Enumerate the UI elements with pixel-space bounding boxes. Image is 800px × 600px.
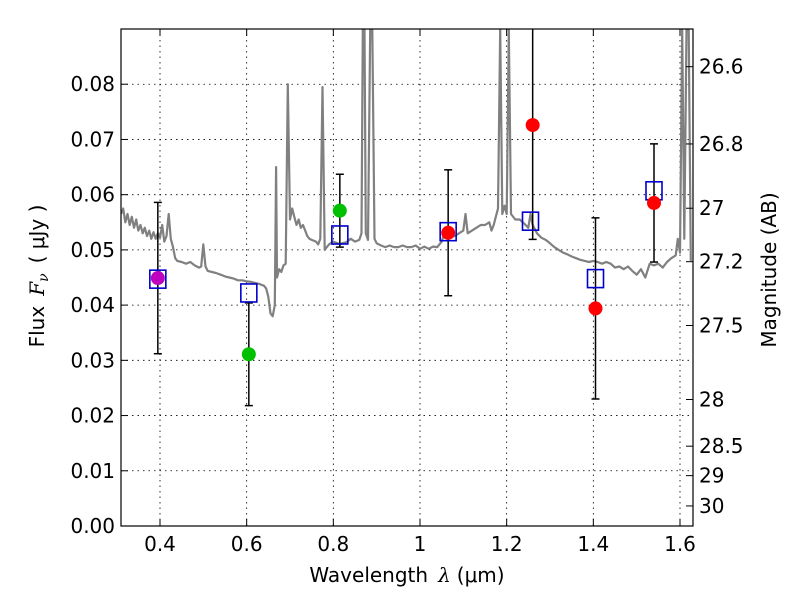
y2-tick-label: 26.8 (699, 132, 744, 156)
plot-frame (120, 28, 694, 527)
observed-point (441, 225, 456, 240)
x-axis-label-unit: (μm) (457, 563, 505, 587)
y-tick-label: 0.06 (70, 183, 115, 207)
model-square (149, 269, 167, 289)
x-axis-label-symbol: λ (437, 563, 451, 587)
x-tick-label: 1 (414, 532, 427, 556)
y-tick-label: 0.01 (70, 459, 115, 483)
observed-point (241, 347, 256, 362)
y2-tick-label: 29 (699, 464, 724, 488)
y2-tick-label: 26.6 (699, 55, 744, 79)
model-square (331, 225, 349, 245)
ticks-layer: 0.4 0.6 0.8 1 1.2 1.4 1.6 0.00 0.01 0.02 0.03 0.04 0… (70, 29, 744, 556)
x-tick-label: 0.4 (144, 532, 176, 556)
x-axis-label: Wavelength λ (μm) (309, 563, 504, 587)
y-tick-label: 0.04 (70, 293, 115, 317)
y2-tick-label: 30 (699, 494, 724, 518)
data-points-layer (149, 29, 663, 407)
model-square (586, 268, 605, 289)
y-tick-label: 0.08 (70, 72, 115, 96)
model-square (240, 283, 258, 303)
y-tick-label: 0.07 (70, 127, 115, 151)
y2-axis-label: Magnitude (AB) (757, 192, 781, 347)
observed-point (588, 301, 603, 316)
x-tick-label: 1.6 (664, 532, 696, 556)
model-square (521, 211, 540, 231)
x-tick-label: 1.4 (577, 532, 609, 556)
observed-point (150, 271, 165, 286)
plot-background (121, 29, 693, 526)
y2-tick-label: 27.2 (699, 250, 744, 274)
y2-tick-label: 27.5 (699, 314, 744, 338)
x-tick-label: 0.8 (317, 532, 349, 556)
observed-point (525, 118, 540, 133)
y2-tick-label: 27 (699, 196, 724, 220)
y-tick-label: 0.05 (70, 238, 115, 262)
observed-point (647, 195, 661, 210)
y-axis-label-prefix: Flux (25, 306, 49, 348)
y-axis-label-subscript: ν (36, 273, 52, 282)
model-square (439, 221, 457, 242)
y-axis-label-unit: ( μJy ) (25, 205, 49, 264)
x-tick-label: 1.2 (491, 532, 523, 556)
template-spectrum-layer (121, 29, 692, 318)
x-axis-label-prefix: Wavelength (309, 563, 428, 587)
y-tick-label: 0.00 (70, 514, 115, 538)
y-axis-label-symbol: F (25, 281, 49, 297)
y2-tick-label: 28 (699, 387, 724, 411)
y-tick-label: 0.03 (70, 348, 115, 372)
x-tick-label: 0.6 (231, 532, 263, 556)
observed-point (332, 203, 347, 218)
template-spectrum-line (121, 29, 692, 318)
grid (121, 29, 693, 527)
y-axis-label: Flux Fν ( μJy ) (25, 205, 52, 348)
y-tick-label: 0.02 (70, 404, 115, 428)
y2-tick-label: 28.5 (699, 434, 744, 458)
